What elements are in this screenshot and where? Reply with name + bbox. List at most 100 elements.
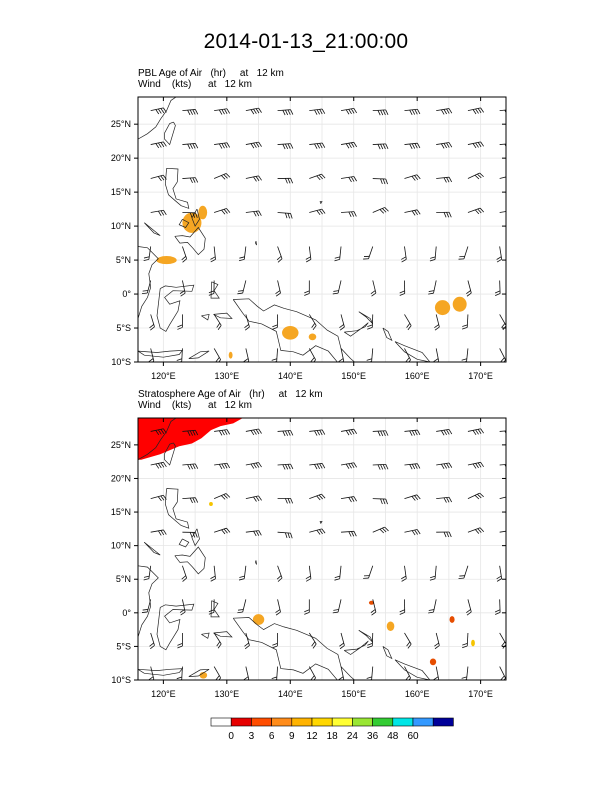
age-of-air-patch [429, 658, 437, 666]
coastline [319, 521, 323, 524]
wind-barb [340, 462, 358, 469]
wind-barb [340, 107, 358, 115]
wind-barb [181, 565, 188, 582]
wind-barb [499, 348, 506, 362]
colorbar: 0 3 6 9 12 18 24 36 48 60 [210, 717, 454, 742]
y-tick-label: 15°N [111, 507, 131, 517]
wind-barb [304, 280, 310, 296]
wind-barb [467, 428, 484, 436]
x-tick-label: 160°E [405, 689, 430, 699]
wind-barb [214, 462, 231, 470]
wind-barb [150, 529, 167, 536]
wind-barb [309, 142, 326, 149]
wind-barb [177, 632, 183, 649]
wind-barb [150, 461, 167, 469]
x-tick-label: 150°E [341, 689, 366, 699]
wind-barb [467, 492, 484, 500]
wind-barb [271, 666, 278, 680]
wind-barb [404, 108, 421, 115]
y-tick-label: 10°S [111, 357, 131, 367]
wind-barb [341, 211, 357, 217]
wind-barb [436, 429, 453, 436]
coastline [188, 350, 210, 359]
age-of-air-patch [368, 600, 375, 605]
wind-barb [340, 176, 357, 183]
wind-barb [372, 143, 389, 150]
wind-barb [150, 174, 167, 182]
wind-barb [208, 280, 215, 296]
x-tick-label: 130°E [215, 689, 240, 699]
wind-barb [467, 172, 484, 180]
wind-barb [182, 497, 199, 504]
x-tick-label: 130°E [215, 371, 240, 381]
coastline [178, 538, 190, 548]
wind-barb [340, 141, 358, 149]
main-title: 2014-01-13_21:00:00 [203, 30, 409, 53]
wind-barb [309, 429, 326, 436]
coastline [232, 298, 356, 362]
wind-barb [436, 142, 453, 149]
colorbar-swatch [271, 717, 293, 727]
wind-barb [308, 314, 317, 331]
wind-barb [237, 280, 247, 295]
colorbar-swatch [331, 717, 353, 727]
y-tick-label: 5°S [116, 323, 131, 333]
wind-barb [276, 565, 283, 582]
wind-barb [466, 599, 472, 616]
wind-barb [210, 246, 216, 263]
coastline [156, 603, 195, 651]
wind-barb [496, 246, 503, 263]
colorbar-swatch [230, 717, 252, 727]
y-tick-label: 20°N [111, 473, 131, 483]
wind-barb [213, 632, 222, 649]
colorbar-label: 48 [387, 731, 399, 742]
coastline [164, 121, 176, 146]
age-of-air-patch [282, 325, 299, 340]
colorbar-label: 24 [347, 731, 359, 742]
coastline [164, 167, 190, 209]
wind-barb [401, 246, 407, 263]
bottom-panel-title-line2: Wind (kts) at 12 km [138, 400, 252, 411]
wind-barb [372, 526, 389, 534]
x-tick-label: 170°E [468, 689, 493, 699]
wind-barb [181, 246, 188, 263]
wind-barb [182, 143, 199, 150]
map-panel-bottom [138, 418, 506, 680]
age-of-air-patch [209, 501, 213, 507]
colorbar-swatch [372, 717, 394, 727]
wind-barb [467, 527, 485, 534]
wind-barb [499, 496, 506, 500]
wind-barb [277, 531, 293, 539]
wind-barb [467, 141, 484, 149]
wind-barb [334, 565, 342, 581]
wind-barb [182, 429, 199, 436]
top-panel-title-line1: PBL Age of Air (hr) at 12 km [138, 68, 284, 79]
wind-barb [429, 565, 437, 581]
wind-barb [370, 280, 377, 297]
wind-barb [436, 462, 453, 470]
wind-barb [309, 463, 326, 470]
coastline [358, 629, 374, 643]
x-tick-label: 140°E [278, 371, 303, 381]
wind-barb [339, 314, 345, 331]
x-tick-label: 120°E [151, 689, 176, 699]
colorbar-swatch [392, 717, 414, 727]
bottom-panel-title: Stratosphere Age of Air (hr) at 12 km Wi… [138, 389, 323, 411]
wind-barb [496, 565, 503, 582]
colorbar-swatch [210, 717, 232, 727]
coastline [255, 560, 257, 565]
coastline [394, 341, 431, 362]
wind-barb [305, 246, 312, 263]
colorbar-label: 18 [327, 731, 339, 742]
map-panel-top [138, 97, 506, 362]
wind-barb [150, 141, 167, 149]
colorbar-swatch [432, 717, 454, 727]
wind-barb [177, 314, 183, 330]
wind-barb [214, 429, 231, 436]
wind-barb [341, 530, 357, 537]
age-of-air-patch [182, 212, 202, 233]
wind-barb [499, 143, 506, 148]
y-tick-label: 10°N [111, 221, 131, 231]
coastline [201, 632, 210, 639]
wind-barb [182, 109, 199, 116]
